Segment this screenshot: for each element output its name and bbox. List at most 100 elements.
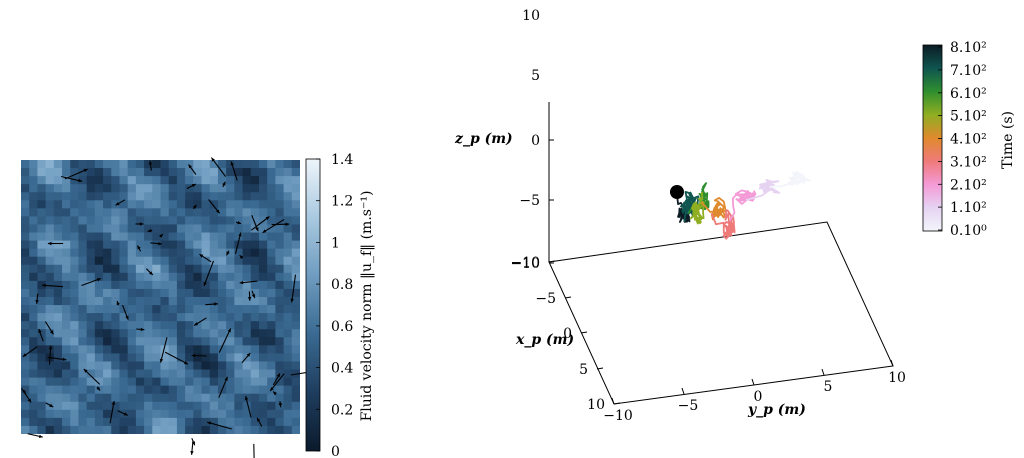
heatmap-cell: [201, 369, 211, 379]
velocity-arrow: [251, 290, 256, 299]
heatmap-cell: [242, 216, 252, 225]
heatmap-cell: [103, 321, 112, 330]
heatmap-cell: [21, 385, 30, 395]
heatmap-cell: [176, 232, 186, 242]
heatmap-cell: [103, 345, 112, 354]
heatmap-cell: [86, 256, 96, 266]
heatmap-cell: [144, 337, 153, 346]
heatmap-cell: [160, 297, 170, 306]
heatmap-cell: [160, 240, 170, 250]
heatmap-cell: [242, 176, 252, 185]
heatmap-cell: [29, 168, 38, 177]
heatmap-cell: [144, 224, 153, 234]
heatmap-cell: [226, 401, 235, 411]
heatmap-cell: [152, 184, 161, 193]
velocity-colorbar-tick-label: 0.4: [331, 361, 353, 377]
heatmap-cell: [291, 297, 300, 306]
heatmap-cell: [135, 305, 145, 314]
heatmap-cell: [193, 264, 203, 274]
heatmap-cell: [176, 345, 186, 354]
heatmap-cell: [144, 160, 153, 169]
heatmap-cell: [267, 240, 276, 250]
heatmap-cell: [45, 305, 55, 314]
heatmap-cell: [86, 353, 96, 362]
heatmap-cell: [168, 297, 178, 306]
heatmap-cell: [78, 288, 88, 298]
heatmap-cell: [21, 369, 30, 379]
heatmap-cell: [86, 232, 96, 242]
heatmap-cell: [86, 377, 96, 387]
heatmap-cell: [291, 184, 300, 193]
heatmap-cell: [160, 321, 170, 330]
heatmap-cell: [226, 369, 235, 379]
heatmap-cell: [209, 393, 219, 403]
heatmap-cell: [70, 272, 79, 282]
heatmap-cell: [185, 256, 194, 266]
heatmap-cell: [119, 264, 129, 274]
heatmap-cell: [94, 224, 104, 234]
heatmap-cell: [144, 321, 153, 330]
heatmap-cell: [267, 369, 276, 379]
heatmap-cell: [242, 280, 252, 290]
heatmap-cell: [267, 321, 276, 330]
heatmap-cell: [21, 288, 30, 298]
heatmap-cell: [275, 345, 285, 354]
heatmap-cell: [111, 192, 120, 201]
velocity-arrow: [191, 353, 207, 358]
heatmap-cell: [168, 208, 178, 217]
heatmap-cell: [78, 337, 88, 346]
heatmap-cell: [234, 256, 244, 266]
velocity-arrow: [250, 216, 270, 231]
heatmap-cell: [217, 240, 227, 250]
heatmap-cell: [144, 417, 153, 427]
heatmap-cell: [45, 377, 55, 387]
heatmap-cell: [135, 337, 145, 346]
heatmap-cell: [160, 232, 170, 242]
heatmap-cell: [283, 216, 293, 225]
heatmap-cell: [152, 345, 161, 354]
heatmap-cell: [144, 168, 153, 177]
heatmap-cell: [152, 272, 161, 282]
heatmap-cell: [201, 321, 211, 330]
heatmap-cell: [160, 401, 170, 411]
heatmap-cell: [160, 160, 170, 169]
heatmap-cell: [111, 297, 120, 306]
heatmap-cell: [258, 425, 268, 434]
heatmap-cell: [127, 409, 137, 419]
heatmap-cell: [37, 272, 47, 282]
heatmap-cell: [111, 232, 120, 242]
heatmap-cell: [29, 216, 38, 225]
heatmap-cell: [275, 208, 285, 217]
velocity-colorbar-tick-label: 1.2: [331, 194, 353, 210]
heatmap-cell: [111, 377, 120, 387]
heatmap-cell: [70, 377, 79, 387]
heatmap-cell: [144, 425, 153, 434]
heatmap-cell: [86, 288, 96, 298]
heatmap-cell: [37, 361, 47, 371]
heatmap-cell: [103, 192, 112, 201]
heatmap-cell: [103, 232, 112, 242]
heatmap-cell: [217, 393, 227, 403]
heatmap-cell: [193, 240, 203, 250]
heatmap-cell: [193, 256, 203, 266]
heatmap-cell: [152, 425, 161, 434]
heatmap-cell: [21, 425, 30, 434]
heatmap-cell: [176, 280, 186, 290]
heatmap-cell: [78, 345, 88, 354]
heatmap-cell: [234, 329, 244, 338]
heatmap-cell: [94, 272, 104, 282]
heatmap-cell: [185, 240, 194, 250]
heatmap-cell: [45, 272, 55, 282]
heatmap-cell: [127, 401, 137, 411]
heatmap-cell: [209, 160, 219, 169]
heatmap-cell: [209, 353, 219, 362]
heatmap-cell: [258, 288, 268, 298]
heatmap-cell: [86, 337, 96, 346]
heatmap-cell: [291, 393, 300, 403]
heatmap-cell: [78, 329, 88, 338]
heatmap-cell: [37, 393, 47, 403]
heatmap-cell: [152, 208, 161, 217]
heatmap-cell: [217, 337, 227, 346]
heatmap-cell: [21, 329, 30, 338]
heatmap-cell: [258, 208, 268, 217]
